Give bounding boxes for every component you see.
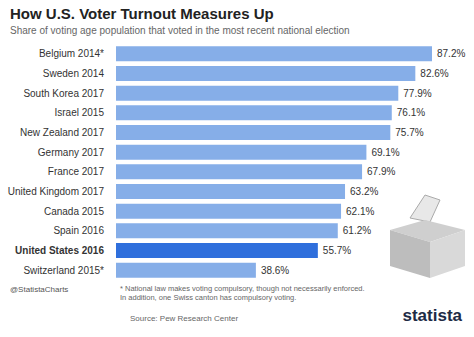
svg-text:Belgium 2014*: Belgium 2014*	[39, 48, 104, 59]
html-text:* National law makes voting co: * National law makes voting compulsory, …	[120, 284, 365, 302]
svg-text:38.6%: 38.6%	[261, 265, 289, 276]
svg-text:South Korea 2017: South Korea 2017	[23, 88, 104, 99]
svg-text:76.1%: 76.1%	[397, 107, 425, 118]
svg-text:61.2%: 61.2%	[343, 225, 371, 236]
svg-text:69.1%: 69.1%	[371, 147, 399, 158]
svg-text:Sweden 2014: Sweden 2014	[43, 68, 105, 79]
svg-text:77.9%: 77.9%	[403, 88, 431, 99]
svg-text:62.1%: 62.1%	[346, 206, 374, 217]
svg-text:Spain 2016: Spain 2016	[53, 225, 104, 236]
svg-text:82.6%: 82.6%	[420, 68, 448, 79]
svg-text:New Zealand 2017: New Zealand 2017	[20, 127, 104, 138]
html-text:How U.S. Voter Turnout Measure: How U.S. Voter Turnout Measures Up	[10, 5, 274, 22]
svg-text:63.2%: 63.2%	[350, 186, 378, 197]
html-text:statista: statista	[402, 306, 462, 325]
svg-text:Canada 2015: Canada 2015	[44, 206, 104, 217]
html-text:Source: Pew Research Center: Source: Pew Research Center	[130, 314, 239, 323]
svg-text:67.9%: 67.9%	[367, 166, 395, 177]
svg-text:87.2%: 87.2%	[437, 48, 465, 59]
html-text:Share of voting age population: Share of voting age population that vote…	[10, 25, 350, 36]
svg-text:Germany 2017: Germany 2017	[38, 147, 105, 158]
svg-text:55.7%: 55.7%	[323, 245, 351, 256]
svg-text:United Kingdom 2017: United Kingdom 2017	[8, 186, 104, 197]
svg-text:Switzerland 2015*: Switzerland 2015*	[23, 265, 104, 276]
svg-text:United States 2016: United States 2016	[15, 245, 104, 256]
svg-text:France 2017: France 2017	[48, 166, 105, 177]
html-text:@StatistaCharts: @StatistaCharts	[10, 285, 69, 294]
svg-text:75.7%: 75.7%	[395, 127, 423, 138]
svg-text:Israel 2015: Israel 2015	[55, 107, 105, 118]
